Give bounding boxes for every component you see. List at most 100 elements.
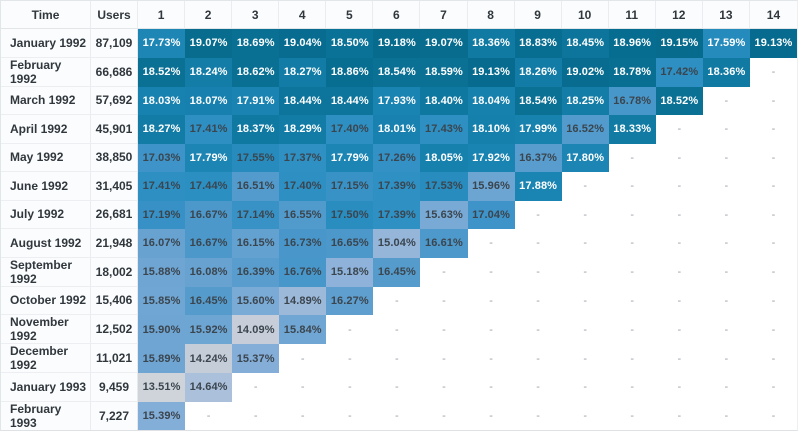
- retention-cell[interactable]: 17.42%: [655, 57, 703, 87]
- retention-cell[interactable]: 15.60%: [232, 286, 280, 315]
- retention-cell[interactable]: 18.44%: [326, 86, 374, 115]
- retention-cell[interactable]: 17.03%: [138, 143, 186, 172]
- retention-cell[interactable]: 16.55%: [279, 200, 327, 229]
- retention-cell[interactable]: 15.37%: [232, 344, 280, 373]
- retention-cell[interactable]: 16.76%: [279, 257, 327, 287]
- retention-cell[interactable]: 17.99%: [514, 115, 562, 144]
- retention-cell[interactable]: 14.89%: [279, 286, 327, 315]
- retention-cell[interactable]: 16.45%: [185, 286, 233, 315]
- retention-cell[interactable]: 16.51%: [232, 172, 280, 201]
- retention-cell[interactable]: 15.39%: [138, 401, 186, 430]
- retention-cell[interactable]: 18.40%: [420, 86, 468, 115]
- retention-cell[interactable]: 17.73%: [138, 29, 186, 58]
- retention-cell[interactable]: 14.64%: [185, 373, 233, 402]
- retention-cell[interactable]: 17.19%: [138, 200, 186, 229]
- retention-cell[interactable]: 18.10%: [467, 115, 515, 144]
- retention-cell[interactable]: 18.86%: [326, 57, 374, 87]
- retention-cell[interactable]: 18.27%: [138, 115, 186, 144]
- retention-cell[interactable]: 16.73%: [279, 229, 327, 258]
- retention-cell[interactable]: 15.84%: [279, 315, 327, 344]
- retention-cell[interactable]: 17.93%: [373, 86, 421, 115]
- retention-cell[interactable]: 18.96%: [608, 29, 656, 58]
- retention-cell[interactable]: 16.08%: [185, 257, 233, 287]
- retention-cell[interactable]: 18.25%: [561, 86, 609, 115]
- retention-cell[interactable]: 18.36%: [702, 57, 750, 87]
- retention-cell[interactable]: 15.92%: [185, 315, 233, 344]
- retention-cell[interactable]: 19.18%: [373, 29, 421, 58]
- retention-cell[interactable]: 17.41%: [138, 172, 186, 201]
- retention-cell[interactable]: 16.15%: [232, 229, 280, 258]
- retention-cell[interactable]: 16.39%: [232, 257, 280, 287]
- retention-cell[interactable]: 13.51%: [138, 373, 186, 402]
- retention-cell[interactable]: 19.02%: [561, 57, 609, 87]
- retention-cell[interactable]: 14.24%: [185, 344, 233, 373]
- retention-cell[interactable]: 16.67%: [185, 229, 233, 258]
- retention-cell[interactable]: 17.26%: [373, 143, 421, 172]
- retention-cell[interactable]: 17.41%: [185, 115, 233, 144]
- retention-cell[interactable]: 18.01%: [373, 115, 421, 144]
- retention-cell[interactable]: 18.44%: [279, 86, 327, 115]
- retention-cell[interactable]: 17.79%: [185, 143, 233, 172]
- retention-cell[interactable]: 17.55%: [232, 143, 280, 172]
- retention-cell[interactable]: 17.43%: [420, 115, 468, 144]
- retention-cell[interactable]: 14.09%: [232, 315, 280, 344]
- retention-cell[interactable]: 16.61%: [420, 229, 468, 258]
- retention-cell[interactable]: 17.14%: [232, 200, 280, 229]
- retention-cell[interactable]: 18.50%: [326, 29, 374, 58]
- retention-cell[interactable]: 18.07%: [185, 86, 233, 115]
- retention-cell[interactable]: 17.37%: [279, 143, 327, 172]
- retention-cell[interactable]: 18.24%: [185, 57, 233, 87]
- retention-cell[interactable]: 18.52%: [655, 86, 703, 115]
- retention-cell[interactable]: 18.52%: [138, 57, 186, 87]
- retention-cell[interactable]: 17.59%: [702, 29, 750, 58]
- retention-cell[interactable]: 17.15%: [326, 172, 374, 201]
- retention-cell[interactable]: 19.07%: [420, 29, 468, 58]
- retention-cell[interactable]: 16.27%: [326, 286, 374, 315]
- retention-cell[interactable]: 18.45%: [561, 29, 609, 58]
- retention-cell[interactable]: 18.29%: [279, 115, 327, 144]
- retention-cell[interactable]: 17.88%: [514, 172, 562, 201]
- retention-cell[interactable]: 18.04%: [467, 86, 515, 115]
- retention-cell[interactable]: 16.67%: [185, 200, 233, 229]
- retention-cell[interactable]: 17.44%: [185, 172, 233, 201]
- retention-cell[interactable]: 18.59%: [420, 57, 468, 87]
- retention-cell[interactable]: 16.65%: [326, 229, 374, 258]
- retention-cell[interactable]: 17.50%: [326, 200, 374, 229]
- retention-cell[interactable]: 18.54%: [514, 86, 562, 115]
- retention-cell[interactable]: 16.52%: [561, 115, 609, 144]
- retention-cell[interactable]: 19.15%: [655, 29, 703, 58]
- retention-cell[interactable]: 17.40%: [279, 172, 327, 201]
- retention-cell[interactable]: 15.04%: [373, 229, 421, 258]
- retention-cell[interactable]: 17.53%: [420, 172, 468, 201]
- retention-cell[interactable]: 19.13%: [467, 57, 515, 87]
- retention-cell[interactable]: 16.07%: [138, 229, 186, 258]
- retention-cell[interactable]: 18.78%: [608, 57, 656, 87]
- retention-cell[interactable]: 17.91%: [232, 86, 280, 115]
- retention-cell[interactable]: 15.89%: [138, 344, 186, 373]
- retention-cell[interactable]: 16.45%: [373, 257, 421, 287]
- retention-cell[interactable]: 18.69%: [232, 29, 280, 58]
- retention-cell[interactable]: 15.18%: [326, 257, 374, 287]
- retention-cell[interactable]: 19.04%: [279, 29, 327, 58]
- retention-cell[interactable]: 17.39%: [373, 172, 421, 201]
- retention-cell[interactable]: 18.54%: [373, 57, 421, 87]
- retention-cell[interactable]: 17.92%: [467, 143, 515, 172]
- retention-cell[interactable]: 18.26%: [514, 57, 562, 87]
- retention-cell[interactable]: 16.78%: [608, 86, 656, 115]
- retention-cell[interactable]: 17.80%: [561, 143, 609, 172]
- retention-cell[interactable]: 17.79%: [326, 143, 374, 172]
- retention-cell[interactable]: 18.37%: [232, 115, 280, 144]
- retention-cell[interactable]: 18.27%: [279, 57, 327, 87]
- retention-cell[interactable]: 15.63%: [420, 200, 468, 229]
- retention-cell[interactable]: 18.03%: [138, 86, 186, 115]
- retention-cell[interactable]: 18.05%: [420, 143, 468, 172]
- retention-cell[interactable]: 18.36%: [467, 29, 515, 58]
- retention-cell[interactable]: 15.85%: [138, 286, 186, 315]
- retention-cell[interactable]: 15.90%: [138, 315, 186, 344]
- retention-cell[interactable]: 19.13%: [749, 29, 797, 58]
- retention-cell[interactable]: 17.39%: [373, 200, 421, 229]
- retention-cell[interactable]: 18.62%: [232, 57, 280, 87]
- retention-cell[interactable]: 15.88%: [138, 257, 186, 287]
- retention-cell[interactable]: 19.07%: [185, 29, 233, 58]
- retention-cell[interactable]: 17.40%: [326, 115, 374, 144]
